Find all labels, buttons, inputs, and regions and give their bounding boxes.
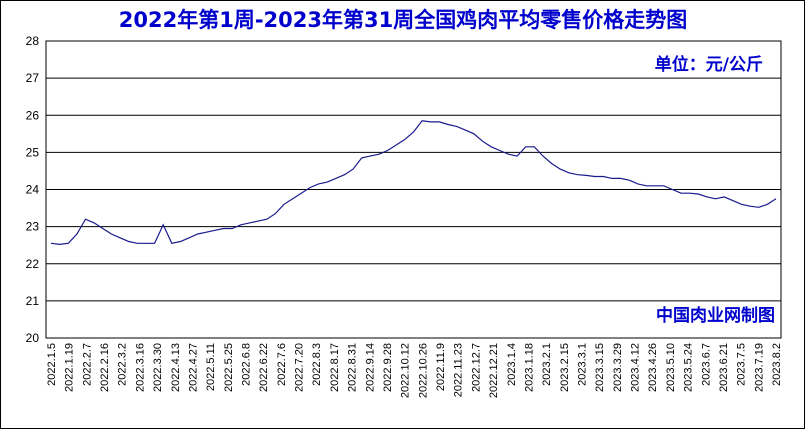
- y-tick-label: 24: [26, 183, 40, 197]
- x-tick-label: 2023.2.1: [541, 343, 553, 386]
- y-tick-label: 20: [26, 331, 40, 345]
- x-tick-label: 2022.10.26: [417, 343, 429, 398]
- x-tick-label: 2023.8.2: [771, 343, 783, 386]
- y-tick-label: 27: [26, 71, 40, 85]
- x-tick-label: 2022.11.23: [453, 343, 465, 397]
- x-tick-label: 2022.11.9: [435, 343, 447, 391]
- chart-title: 2022年第1周-2023年第31周全国鸡肉平均零售价格走势图: [119, 8, 687, 32]
- grid-layer: [46, 77, 781, 302]
- y-tick-label: 22: [26, 257, 40, 271]
- y-tick-label: 28: [26, 34, 40, 48]
- x-tick-label: 2023.4.12: [630, 343, 642, 392]
- x-tick-label: 2022.8.17: [329, 343, 341, 392]
- y-tick-label: 25: [26, 145, 40, 159]
- x-tick-label: 2022.8.31: [347, 343, 359, 392]
- x-tick-label: 2023.7.19: [753, 343, 765, 392]
- x-tick-label: 2023.6.7: [700, 343, 712, 386]
- x-tick-label: 2022.2.16: [99, 343, 111, 392]
- x-tick-label: 2022.3.2: [117, 343, 129, 386]
- y-axis: 20 21 22 23 24 25 26 27 28: [26, 34, 40, 345]
- x-tick-label: 2022.9.14: [364, 343, 376, 392]
- x-tick-label: 2022.7.6: [276, 343, 288, 386]
- x-tick-label: 2022.9.28: [382, 343, 394, 392]
- x-tick-label: 2023.1.4: [506, 343, 518, 386]
- y-tick-label: 23: [26, 220, 40, 234]
- x-tick-label: 2022.1.19: [64, 343, 76, 392]
- y-tick-label: 26: [26, 108, 40, 122]
- x-tick-label: 2022.1.5: [46, 343, 58, 386]
- x-tick-label: 2023.4.26: [647, 343, 659, 392]
- x-tick-label: 2023.1.18: [523, 343, 535, 392]
- x-tick-label: 2023.7.5: [736, 343, 748, 386]
- credit-label: 中国肉业网制图: [656, 305, 775, 326]
- x-tick-label: 2023.3.1: [576, 343, 588, 386]
- x-tick-label: 2022.2.7: [81, 343, 93, 386]
- x-tick-label: 2022.6.8: [241, 343, 253, 386]
- x-tick-label: 2022.4.27: [187, 343, 199, 392]
- plot-area: [45, 40, 782, 339]
- x-tick-label: 2022.5.25: [223, 343, 235, 392]
- x-tick-label: 2023.5.10: [665, 343, 677, 392]
- series-line: [50, 120, 777, 246]
- x-tick-label: 2022.4.13: [170, 343, 182, 392]
- series-layer: [50, 120, 777, 246]
- x-tick-label: 2022.5.11: [205, 343, 217, 391]
- x-tick-label: 2022.7.20: [294, 343, 306, 392]
- x-axis: 2022.1.5 2022.1.19 2022.2.7 2022.2.16 2022.3…: [46, 343, 783, 398]
- x-tick-label: 2022.12.7: [470, 343, 482, 392]
- x-tick-label: 2022.6.22: [258, 343, 270, 392]
- x-tick-label: 2023.6.21: [718, 343, 730, 392]
- x-tick-label: 2022.10.12: [400, 343, 412, 398]
- x-tick-label: 2022.3.16: [134, 343, 146, 392]
- x-tick-label: 2023.5.24: [683, 343, 695, 392]
- x-tick-label: 2023.3.15: [594, 343, 606, 392]
- unit-label: 单位：元/公斤: [655, 54, 763, 75]
- x-tick-label: 2023.3.29: [612, 343, 624, 392]
- x-tick-label: 2022.8.3: [311, 343, 323, 386]
- x-tick-label: 2023.2.15: [559, 343, 571, 392]
- y-tick-label: 21: [26, 294, 40, 308]
- x-tick-label: 2022.12.21: [488, 343, 500, 398]
- x-tick-label: 2022.3.30: [152, 343, 164, 392]
